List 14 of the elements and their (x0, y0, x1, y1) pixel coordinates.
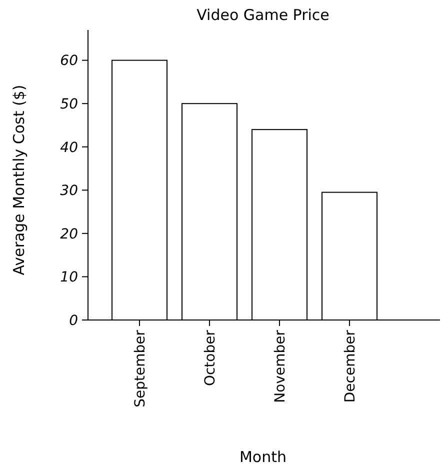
y-tick-label: 40 (60, 140, 78, 156)
y-tick-label: 20 (60, 226, 78, 242)
x-tick-label: December (342, 330, 358, 403)
y-tick-label: 30 (60, 183, 78, 200)
y-tick-label: 50 (60, 96, 78, 112)
y-tick-label: 60 (60, 53, 78, 70)
y-axis-title: Average Monthly Cost ($) (10, 84, 28, 276)
y-tick-label: 0 (69, 312, 78, 329)
x-tick-label: October (202, 330, 218, 386)
x-axis-title: Month (239, 448, 287, 466)
x-tick-label: September (132, 330, 148, 408)
chart-title: Video Game Price (196, 6, 330, 24)
y-tick-label: 10 (60, 270, 78, 286)
x-tick-label: November (272, 330, 288, 403)
